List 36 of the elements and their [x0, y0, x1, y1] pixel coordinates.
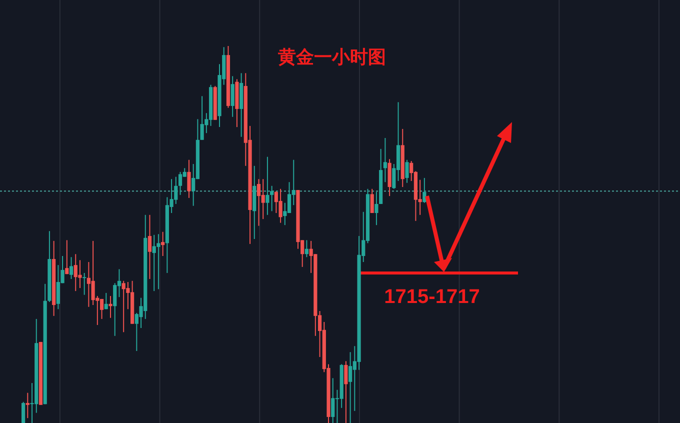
candlestick [370, 188, 374, 214]
candlestick [178, 171, 182, 196]
candlestick [148, 214, 152, 280]
candlestick [26, 392, 30, 419]
candlestick [261, 178, 265, 220]
candlestick [331, 378, 335, 423]
candlestick [100, 298, 104, 320]
candlestick [113, 282, 117, 336]
candlestick [104, 292, 108, 310]
candlestick [405, 159, 409, 184]
candlestick [78, 260, 82, 289]
candlestick [304, 240, 308, 258]
candlestick [156, 234, 160, 290]
candlestick [69, 256, 74, 280]
candlestick [65, 240, 69, 275]
candlestick [256, 178, 261, 226]
candlestick [200, 96, 204, 140]
candlestick [278, 188, 282, 224]
chart-title: 黄金一小时图 [277, 47, 386, 68]
candlestick [270, 185, 274, 212]
candlestick [287, 182, 292, 214]
candlestick [22, 401, 26, 423]
candlestick [374, 191, 378, 226]
candlestick [187, 159, 191, 198]
candlestick [348, 352, 352, 423]
candlestick [82, 272, 86, 296]
candlestick [422, 177, 426, 204]
annotation: 1715-1717 [384, 286, 480, 308]
candlestick [344, 360, 348, 423]
candlestick [91, 240, 95, 306]
candlestick [161, 231, 165, 256]
candlestick [383, 137, 387, 183]
candlestick [122, 280, 126, 333]
candlestick [230, 76, 234, 118]
candlestick [266, 156, 270, 216]
candlestick [108, 295, 112, 318]
